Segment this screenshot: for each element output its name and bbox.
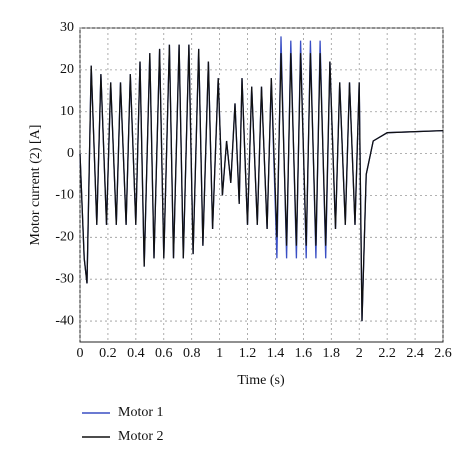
x-tick-label: 0.2 [99,346,117,361]
x-tick-label: 0 [77,346,84,361]
legend-label: Motor 1 [118,405,164,420]
y-tick-label: 20 [60,62,74,77]
x-tick-label: 1.8 [323,346,341,361]
x-tick-label: 0.6 [155,346,173,361]
x-tick-label: 2.4 [406,346,424,361]
y-tick-label: 10 [60,104,74,119]
y-axis-label: Motor current (2) [A] [28,125,43,246]
x-tick-label: 0.8 [183,346,201,361]
y-tick-label: -20 [55,230,74,245]
legend-label: Motor 2 [118,429,164,444]
x-tick-label: 1 [216,346,223,361]
x-tick-label: 2.6 [434,346,452,361]
y-tick-label: 30 [60,20,74,35]
y-tick-label: -10 [55,188,74,203]
series-line [79,44,444,322]
y-tick-label: -30 [55,271,74,286]
y-tick-label: -40 [55,313,74,328]
x-tick-label: 0.4 [127,346,145,361]
x-tick-label: 1.2 [239,346,257,361]
x-tick-label: 2.2 [378,346,396,361]
x-tick-label: 1.6 [295,346,313,361]
x-tick-label: 2 [356,346,363,361]
y-tick-label: 0 [67,146,74,161]
x-axis-label: Time (s) [237,373,285,388]
x-tick-label: 1.4 [267,346,285,361]
